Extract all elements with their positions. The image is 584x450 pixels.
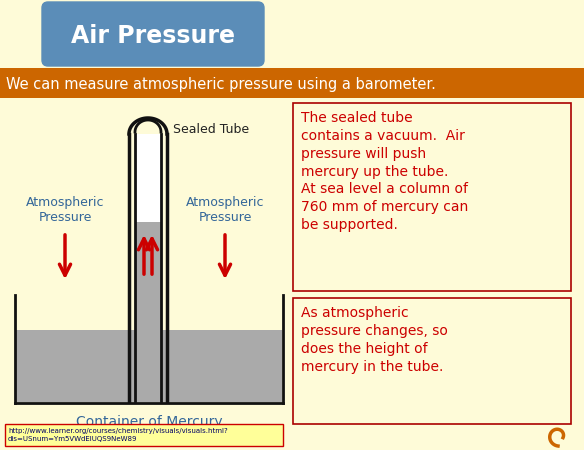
Text: As atmospheric
pressure changes, so
does the height of
mercury in the tube.: As atmospheric pressure changes, so does…	[301, 306, 448, 373]
Text: The sealed tube
contains a vacuum.  Air
pressure will push
mercury up the tube.
: The sealed tube contains a vacuum. Air p…	[301, 111, 468, 232]
Text: Atmospheric
Pressure: Atmospheric Pressure	[26, 196, 105, 224]
Bar	[0, 68, 584, 98]
Bar	[16, 330, 282, 402]
Bar	[5, 424, 283, 446]
FancyBboxPatch shape	[42, 2, 264, 66]
Bar	[135, 134, 161, 222]
Text: Atmospheric
Pressure: Atmospheric Pressure	[186, 196, 264, 224]
Text: Container of Mercury: Container of Mercury	[76, 415, 223, 429]
Bar	[293, 103, 571, 291]
Text: We can measure atmospheric pressure using a barometer.: We can measure atmospheric pressure usin…	[6, 76, 436, 91]
Bar	[135, 222, 161, 401]
Text: Air Pressure: Air Pressure	[71, 24, 235, 48]
Text: Sealed Tube: Sealed Tube	[173, 123, 249, 136]
Bar	[293, 298, 571, 424]
Text: http://www.learner.org/courses/chemistry/visuals/visuals.html?
dis=USnum=Ym5VWdE: http://www.learner.org/courses/chemistry…	[8, 428, 228, 441]
